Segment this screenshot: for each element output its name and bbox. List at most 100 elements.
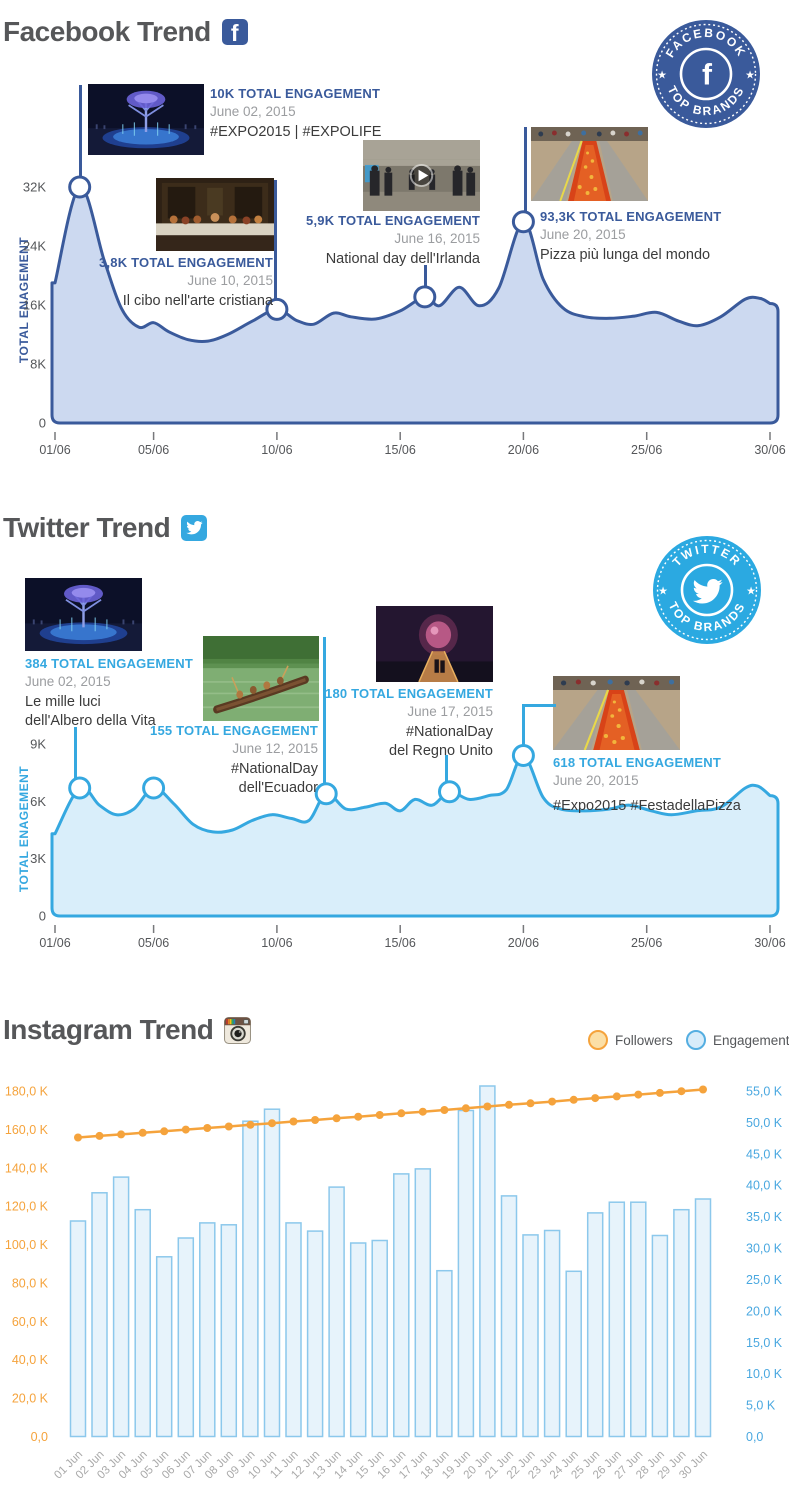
instagram-right-axis: 55,0 K 50,0 K 45,0 K 40,0 K 35,0 K 30,0 K 25,0… (746, 1085, 783, 1445)
svg-text:01/06: 01/06 (39, 443, 70, 457)
svg-text:30/06: 30/06 (754, 936, 785, 950)
star-icon: ★ (745, 70, 755, 82)
facebook-annotation-stem-june16 (424, 265, 427, 287)
twitter-top-brands-badge: TWITTER TOP BRANDS ★ ★ (653, 536, 761, 644)
twitter-trend-x-axis: 01/06 05/06 10/06 15/06 20/06 25/06 30/06 (39, 925, 786, 950)
svg-text:0,0: 0,0 (31, 1430, 48, 1444)
legend-label: Engagement (713, 1032, 789, 1048)
star-icon: ★ (657, 70, 667, 82)
svg-text:10/06: 10/06 (261, 443, 292, 457)
followers-line (74, 1085, 707, 1142)
facebook-trend-x-axis: 01/06 05/06 10/06 15/06 20/06 25/06 30/06 (39, 432, 786, 457)
twitter-trend-area (50, 754, 780, 918)
annotation-value: 5,9K TOTAL ENGAGEMENT (306, 213, 480, 228)
facebook-annotation-june02: 10K TOTAL ENGAGEMENT June 02, 2015 #EXPO… (210, 86, 470, 142)
svg-text:25,0 K: 25,0 K (746, 1273, 783, 1287)
annotation-value: 93,3K TOTAL ENGAGEMENT (540, 209, 722, 224)
svg-text:10,0 K: 10,0 K (746, 1367, 783, 1381)
svg-text:05/06: 05/06 (138, 936, 169, 950)
svg-text:20/06: 20/06 (508, 443, 539, 457)
svg-text:5,0 K: 5,0 K (746, 1399, 776, 1413)
svg-text:16K: 16K (23, 298, 46, 313)
facebook-trend-markers (68, 175, 535, 321)
followers-legend-dot (588, 1030, 608, 1050)
twitter-annotation-stem-june02 (74, 727, 77, 778)
facebook-icon: f (221, 19, 248, 45)
annotation-caption: Pizza più lunga del mondo (540, 247, 711, 263)
svg-text:10/06: 10/06 (261, 936, 292, 950)
svg-text:100,0 K: 100,0 K (5, 1238, 49, 1252)
facebook-logo-glyph: f (702, 59, 713, 92)
svg-text:0: 0 (39, 416, 46, 431)
facebook-trend-area (50, 185, 780, 425)
svg-text:30/06: 30/06 (754, 443, 785, 457)
facebook-annotation-stem-june10 (274, 180, 277, 299)
twitter-annotation-june17: 180 TOTAL ENGAGEMENT June 17, 2015 #Nati… (300, 686, 493, 761)
annotation-caption: #Expo2015 #FestadellaPizza (553, 798, 741, 814)
facebook-annotation-stem-june02 (79, 85, 82, 177)
facebook-section-header: Facebook Trend f (3, 16, 248, 48)
annotation-date: June 12, 2015 (232, 741, 318, 756)
annotation-caption: Le mille luci dell'Albero della Vita (25, 694, 156, 729)
svg-text:0: 0 (39, 909, 46, 924)
legend-followers: Followers (588, 1030, 673, 1050)
svg-text:80,0 K: 80,0 K (12, 1276, 49, 1290)
annotation-caption: Il cibo nell'arte cristiana (122, 293, 273, 309)
annotation-value: 180 TOTAL ENGAGEMENT (325, 686, 493, 701)
annotation-date: June 02, 2015 (210, 104, 296, 119)
svg-text:15/06: 15/06 (385, 443, 416, 457)
svg-text:20/06: 20/06 (508, 936, 539, 950)
svg-text:24K: 24K (23, 239, 46, 254)
svg-text:140,0 K: 140,0 K (5, 1161, 49, 1175)
svg-text:9K: 9K (30, 737, 46, 752)
legend-engagement: Engagement (686, 1030, 789, 1050)
svg-text:05/06: 05/06 (138, 443, 169, 457)
instagram-left-axis: 180,0 K 160,0 K 140,0 K 120,0 K 100,0 K 80,0 … (5, 1085, 49, 1445)
svg-text:160,0 K: 160,0 K (5, 1123, 49, 1137)
annotation-value: 155 TOTAL ENGAGEMENT (150, 723, 318, 738)
annotation-value: 10K TOTAL ENGAGEMENT (210, 86, 381, 101)
instagram-section-title: Instagram Trend (3, 1014, 214, 1045)
facebook-trend-chart: 32K 24K 16K 8K 0 01/06 05/06 10/06 15/06 20/06 25/… (23, 175, 786, 457)
svg-text:25/06: 25/06 (631, 936, 662, 950)
twitter-icon (181, 515, 208, 541)
svg-text:20,0 K: 20,0 K (746, 1304, 783, 1318)
engagement-legend-dot (686, 1030, 706, 1050)
twitter-section-header: Twitter Trend (3, 512, 208, 544)
svg-text:15,0 K: 15,0 K (746, 1336, 783, 1350)
annotation-value: 618 TOTAL ENGAGEMENT (553, 755, 721, 770)
svg-text:20,0 K: 20,0 K (12, 1392, 49, 1406)
svg-text:15/06: 15/06 (385, 936, 416, 950)
facebook-section-title: Facebook Trend (3, 16, 211, 47)
star-icon: ★ (746, 586, 756, 598)
svg-text:6K: 6K (30, 794, 46, 809)
engagement-bars (69, 1085, 712, 1438)
twitter-annotation-june20: 618 TOTAL ENGAGEMENT June 20, 2015 #Expo… (553, 755, 783, 816)
svg-text:40,0 K: 40,0 K (746, 1179, 783, 1193)
facebook-annotation-june16: 5,9K TOTAL ENGAGEMENT June 16, 2015 Nati… (280, 213, 480, 269)
svg-text:60,0 K: 60,0 K (12, 1315, 49, 1329)
svg-text:50,0 K: 50,0 K (746, 1116, 783, 1130)
twitter-trend-markers (68, 744, 535, 806)
svg-text:8K: 8K (30, 357, 46, 372)
svg-text:0,0: 0,0 (746, 1430, 763, 1444)
svg-text:3K: 3K (30, 851, 46, 866)
annotation-date: June 10, 2015 (187, 273, 273, 288)
twitter-annotation-elbow-june20 (522, 704, 556, 707)
annotation-date: June 20, 2015 (540, 227, 626, 242)
svg-text:35,0 K: 35,0 K (746, 1210, 783, 1224)
twitter-trend-chart: 9K 6K 3K 0 01/06 05/06 10/06 15/06 20/06 25/06 30/… (30, 737, 786, 951)
svg-text:30,0 K: 30,0 K (746, 1242, 783, 1256)
twitter-annotation-stem-june20 (522, 704, 525, 746)
svg-text:120,0 K: 120,0 K (5, 1200, 49, 1214)
twitter-annotation-stem-june12 (323, 637, 326, 784)
annotation-value: 384 TOTAL ENGAGEMENT (25, 656, 193, 671)
annotation-caption: #EXPO2015 | #EXPOLIFE (210, 124, 382, 140)
facebook-annotation-june20: 93,3K TOTAL ENGAGEMENT June 20, 2015 Piz… (540, 209, 775, 265)
svg-text:45,0 K: 45,0 K (746, 1147, 783, 1161)
facebook-annotation-stem-june20 (524, 127, 527, 212)
annotation-date: June 17, 2015 (407, 704, 493, 719)
instagram-icon (224, 1016, 252, 1044)
svg-text:25/06: 25/06 (631, 443, 662, 457)
